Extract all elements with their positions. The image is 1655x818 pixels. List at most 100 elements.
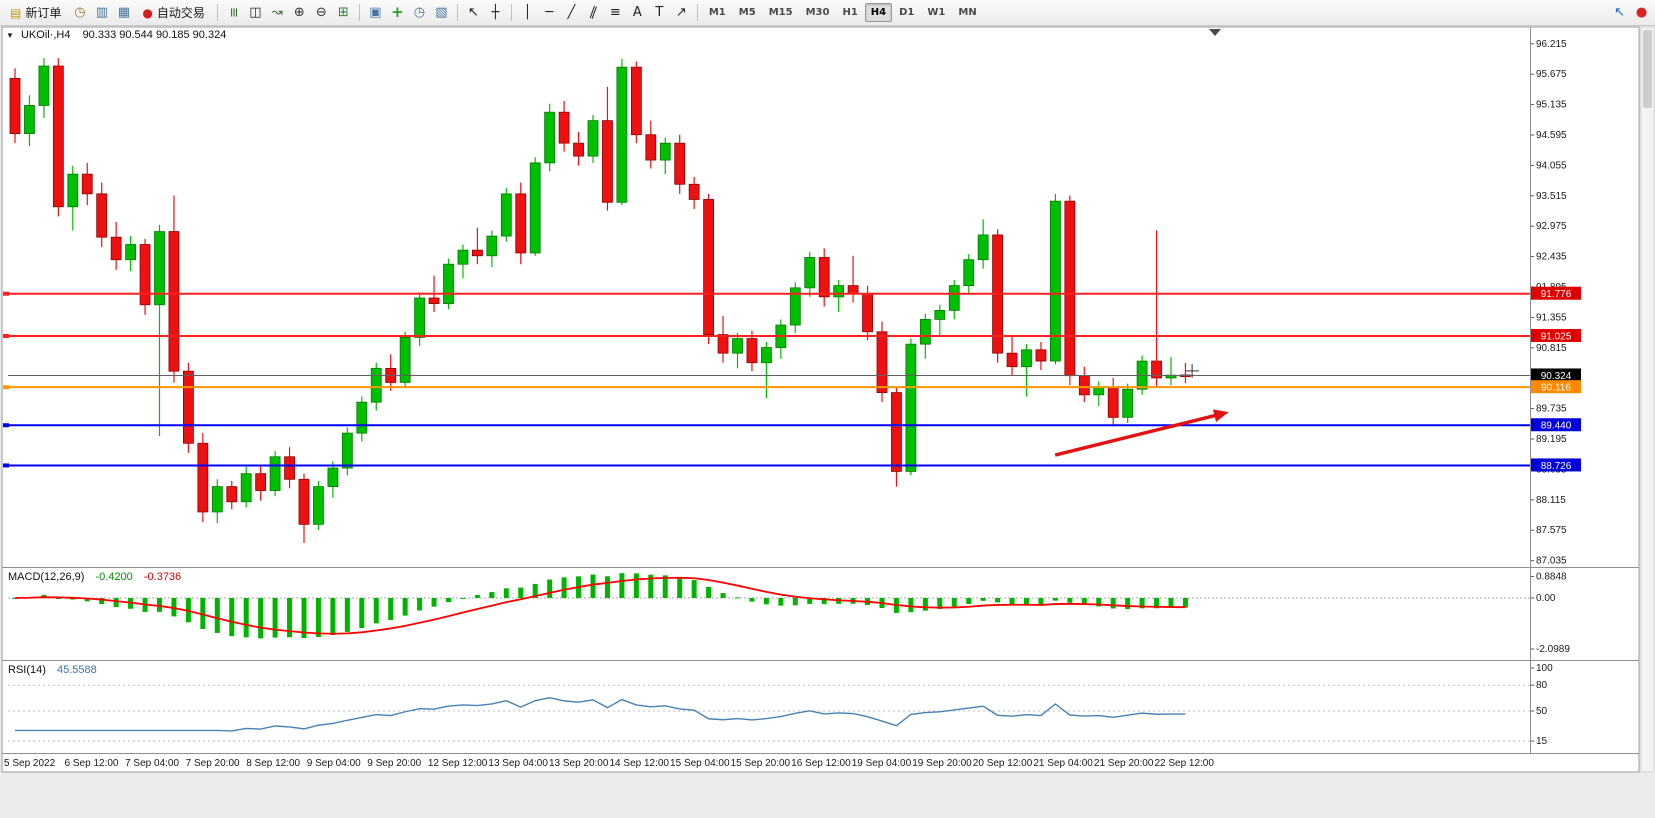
hline-anchor[interactable] [3, 423, 9, 428]
autotrade-button-label: 自动交易 [156, 5, 205, 20]
rsi-value: 45.5588 [56, 664, 97, 676]
market-watch-button[interactable]: ▥ [91, 2, 112, 23]
macd-bar [1125, 597, 1131, 610]
zoom-in-button[interactable]: ⊕ [289, 2, 310, 23]
timeframe-button-m30[interactable]: M30 [800, 3, 836, 22]
timeframe-button-h4[interactable]: H4 [864, 3, 893, 22]
svg-text:94.595: 94.595 [1536, 130, 1567, 141]
arrows-icon: ↗ [675, 5, 687, 20]
fibonacci-icon: ≡ [609, 5, 621, 20]
macd-bar [287, 597, 293, 638]
macd-bar [937, 597, 943, 610]
vertical-scrollbar[interactable] [1640, 26, 1655, 773]
macd-bar [417, 597, 423, 611]
macd-bar [431, 597, 437, 607]
line-chart-button[interactable]: ↝ [267, 2, 288, 23]
candle [81, 173, 93, 195]
svg-text:91.776: 91.776 [1541, 289, 1572, 300]
main-toolbar: ▤ 新订单 ◷ ▥ ▦ ● 自动交易 ≡ ◫ ↝ ⊕ ⊖ ⊞ ▣ + ◷ ▧ ↖ ┼ │ ─ ╱ ∥ ≡ A T ↗ M1 M5 M15 M… [0, 0, 1655, 26]
macd-signal-line [14, 576, 1186, 635]
period-button[interactable]: ◷ [409, 2, 430, 23]
autotrade-button[interactable]: ● 自动交易 [135, 2, 212, 23]
horizontal-line-button[interactable]: ─ [539, 2, 560, 23]
scrollbar-thumb[interactable] [1643, 30, 1652, 108]
macd-bar [1096, 597, 1102, 607]
price-tag [1531, 380, 1581, 394]
fibonacci-button[interactable]: ≡ [605, 2, 626, 23]
cursor-icon: ↖ [467, 5, 479, 20]
candle [240, 473, 252, 503]
macd-bar [330, 597, 336, 636]
crosshair-icon: ┼ [491, 5, 500, 20]
candle [24, 105, 35, 134]
new-order-button[interactable]: ▤ 新订单 [3, 2, 68, 23]
toolbar-separator [358, 4, 360, 21]
macd-bar [446, 597, 451, 603]
candlestick-chart-icon: ◫ [249, 5, 262, 20]
arrows-button[interactable]: ↗ [671, 2, 692, 23]
quick-trade-cursor-button[interactable]: ↖ [1609, 2, 1630, 23]
timeframe-button-m5[interactable]: M5 [733, 3, 762, 22]
macd-bar [315, 597, 321, 638]
macd-bar [474, 595, 480, 598]
candle [370, 367, 382, 403]
bar-chart-button[interactable]: ≡ [223, 2, 244, 23]
tile-windows-button[interactable]: ▣ [365, 2, 386, 23]
quick-trade-collapse-icon[interactable]: ▼ [6, 31, 14, 40]
label-button[interactable]: T [649, 2, 670, 23]
hline-anchor[interactable] [3, 385, 9, 390]
svg-text:95.675: 95.675 [1536, 69, 1567, 80]
rsi-panel: 100 80 50 15 [8, 663, 1553, 747]
trend-arrow-annotation[interactable] [1054, 412, 1220, 457]
notifications-button[interactable]: ● [1631, 2, 1652, 23]
timeframe-button-mn[interactable]: MN [952, 3, 982, 22]
macd-bar [157, 597, 162, 612]
svg-text:91.355: 91.355 [1536, 312, 1567, 323]
macd-bar [966, 597, 972, 604]
hline-anchor[interactable] [3, 334, 9, 339]
candle [298, 478, 310, 525]
timeframe-button-m15[interactable]: M15 [763, 3, 799, 22]
alarm-button[interactable]: ◷ [69, 2, 90, 23]
timeframe-button-h1[interactable]: H1 [836, 3, 863, 22]
candle [52, 65, 64, 208]
trendline-button[interactable]: ╱ [561, 2, 582, 23]
templates-button[interactable]: ▧ [431, 2, 452, 23]
candlestick-chart-button[interactable]: ◫ [245, 2, 266, 23]
price-tag [1531, 368, 1581, 382]
zoom-out-button[interactable]: ⊖ [311, 2, 332, 23]
hline-anchor[interactable] [3, 463, 9, 468]
new-order-icon: ▤ [10, 5, 22, 20]
crosshair-button[interactable]: ┼ [485, 2, 506, 23]
hline-anchor[interactable] [3, 291, 9, 296]
svg-text:15 Sep 04:00: 15 Sep 04:00 [670, 758, 730, 769]
macd-name: MACD(12,26,9) [8, 571, 85, 583]
macd-bar [604, 576, 610, 598]
price-tag [1531, 458, 1581, 472]
svg-text:5 Sep 2022: 5 Sep 2022 [4, 758, 56, 769]
text-button[interactable]: A [627, 2, 648, 23]
cursor-button[interactable]: ↖ [463, 2, 484, 23]
candle [847, 285, 859, 294]
svg-text:15: 15 [1536, 736, 1548, 747]
price-axis: 96.215 95.675 95.135 94.595 94.055 93.515 92.9… [1530, 39, 1581, 567]
macd-bar [503, 588, 509, 598]
timeframe-button-d1[interactable]: D1 [893, 3, 920, 22]
macd-bar [619, 573, 625, 598]
svg-text:88.726: 88.726 [1541, 461, 1572, 472]
candle [732, 338, 743, 354]
indicators-button[interactable]: + [387, 2, 408, 23]
candle [1006, 352, 1018, 368]
toolbar-separator [216, 4, 218, 21]
candle [9, 78, 21, 134]
timeframe-button-m1[interactable]: M1 [703, 3, 732, 22]
macd-bar [1038, 597, 1044, 606]
channel-button[interactable]: ∥ [583, 2, 604, 23]
data-window-button[interactable]: ▦ [113, 2, 134, 23]
vertical-line-button[interactable]: │ [517, 2, 538, 23]
candle [471, 249, 483, 257]
timeframe-button-w1[interactable]: W1 [921, 3, 951, 22]
grid-button[interactable]: ⊞ [333, 2, 354, 23]
grid-icon: ⊞ [337, 5, 349, 20]
chart-canvas[interactable]: 96.215 95.675 95.135 94.595 94.055 93.515 92.9… [0, 26, 1655, 818]
